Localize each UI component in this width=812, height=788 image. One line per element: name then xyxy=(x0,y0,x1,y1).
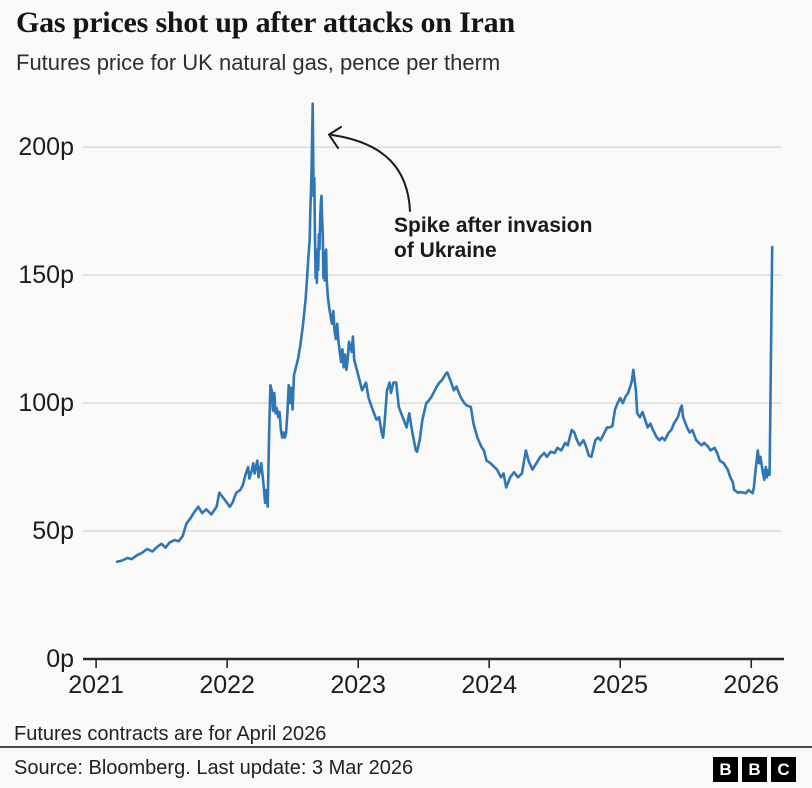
chart-subtitle: Futures price for UK natural gas, pence … xyxy=(16,50,501,75)
bbc-logo-block: B xyxy=(713,757,738,782)
x-tick-label: 2024 xyxy=(461,671,517,699)
x-tick-label: 2021 xyxy=(68,671,124,699)
annotation-arrowhead xyxy=(328,126,342,149)
y-tick-label: 150p xyxy=(18,261,74,290)
chart-annotation: Spike after invasion of Ukraine xyxy=(394,213,592,263)
y-tick-label: 200p xyxy=(18,133,74,162)
annotation-arrow xyxy=(331,134,411,212)
y-tick-label: 0p xyxy=(46,645,74,673)
annotation-line-2: of Ukraine xyxy=(394,239,497,262)
annotation-line-1: Spike after invasion xyxy=(394,214,593,237)
x-tick-label: 2025 xyxy=(592,671,649,699)
footer-divider xyxy=(0,746,812,748)
page-title: Gas prices shot up after attacks on Iran xyxy=(16,6,515,39)
x-tick-label: 2023 xyxy=(330,671,386,699)
y-tick-label: 100p xyxy=(18,389,74,418)
chart-footnote: Futures contracts are for April 2026 xyxy=(14,723,327,745)
x-tick-label: 2026 xyxy=(723,671,780,699)
x-tick-label: 2022 xyxy=(199,671,255,699)
source-line: Source: Bloomberg. Last update: 3 Mar 20… xyxy=(14,757,414,779)
price-line xyxy=(115,102,774,564)
bbc-logo-block: B xyxy=(742,757,767,782)
y-tick-label: 50p xyxy=(32,517,74,546)
bbc-logo-block: C xyxy=(771,757,796,782)
